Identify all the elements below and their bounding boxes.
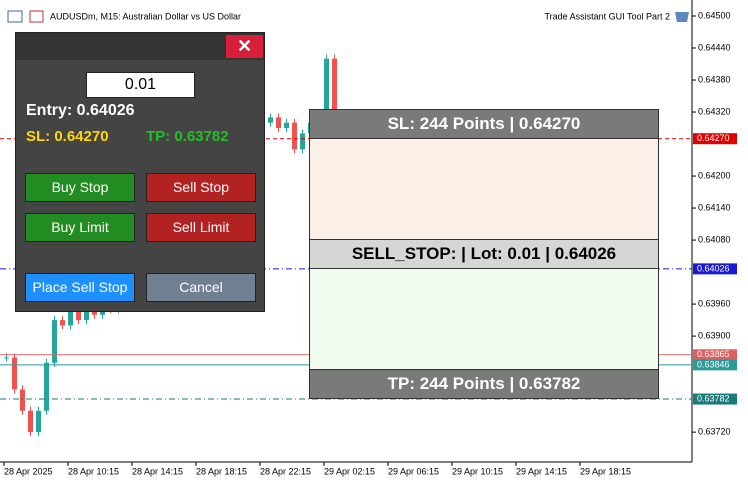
price-flag-label: 0.64270	[697, 133, 730, 143]
sl-label: SL: 0.64270	[26, 128, 109, 145]
trade-panel: ✕ 0.01 Entry: 0.64026 SL: 0.64270 TP: 0.…	[15, 32, 265, 312]
y-tick-label: 0.64140	[698, 202, 731, 212]
price-flag	[693, 359, 737, 371]
sl-zone	[309, 139, 659, 239]
y-tick-label: 0.64500	[698, 10, 731, 20]
close-button[interactable]: ✕	[226, 35, 263, 58]
price-flag-label: 0.63865	[697, 349, 730, 359]
tp-box[interactable]: TP: 244 Points | 0.63782	[309, 369, 659, 399]
y-tick-label: 0.64200	[698, 170, 731, 180]
y-tick-label: 0.63720	[698, 426, 731, 436]
order-box[interactable]: SELL_STOP: | Lot: 0.01 | 0.64026	[309, 239, 659, 269]
y-tick-label: 0.63900	[698, 330, 731, 340]
buy-limit-button[interactable]: Buy Limit	[25, 213, 135, 242]
expert-label: Trade Assistant GUI Tool Part 2	[544, 11, 670, 21]
sell-stop-button[interactable]: Sell Stop	[146, 173, 256, 202]
tp-label: TP: 0.63782	[146, 128, 229, 145]
x-tick-label: 29 Apr 18:15	[580, 466, 631, 476]
y-tick-label: 0.64080	[698, 234, 731, 244]
x-tick-label: 29 Apr 02:15	[324, 466, 375, 476]
tp-zone	[309, 268, 659, 369]
price-flag-label: 0.63846	[697, 359, 730, 369]
entry-label: Entry: 0.64026	[26, 102, 135, 119]
symbol-label: AUDUSDm, M15: Australian Dollar vs US Do…	[50, 11, 241, 21]
chart-icon[interactable]	[29, 10, 44, 23]
panel-header	[16, 33, 264, 60]
x-tick-label: 28 Apr 2025	[4, 466, 53, 476]
menu-icon[interactable]	[7, 10, 23, 23]
y-tick-label: 0.64380	[698, 74, 731, 84]
y-tick-label: 0.64440	[698, 42, 731, 52]
expert-icon	[675, 12, 689, 22]
x-tick-label: 29 Apr 10:15	[452, 466, 503, 476]
sl-box[interactable]: SL: 244 Points | 0.64270	[309, 109, 659, 139]
sell-limit-button[interactable]: Sell Limit	[146, 213, 256, 242]
lot-input[interactable]: 0.01	[86, 72, 195, 98]
x-tick-label: 28 Apr 22:15	[260, 466, 311, 476]
x-tick-label: 28 Apr 10:15	[68, 466, 119, 476]
price-flag-label: 0.64026	[697, 263, 730, 273]
buy-stop-button[interactable]: Buy Stop	[25, 173, 135, 202]
y-tick-label: 0.64320	[698, 106, 731, 116]
price-flag	[693, 349, 737, 361]
price-flag	[693, 133, 737, 145]
place-order-button[interactable]: Place Sell Stop	[25, 273, 135, 302]
price-flag	[693, 393, 737, 405]
x-tick-label: 29 Apr 06:15	[388, 466, 439, 476]
cancel-button[interactable]: Cancel	[146, 273, 256, 302]
x-tick-label: 29 Apr 14:15	[516, 466, 567, 476]
y-tick-label: 0.63960	[698, 298, 731, 308]
x-tick-label: 28 Apr 18:15	[196, 466, 247, 476]
price-flag	[693, 263, 737, 275]
x-tick-label: 28 Apr 14:15	[132, 466, 183, 476]
price-flag-label: 0.63782	[697, 393, 730, 403]
